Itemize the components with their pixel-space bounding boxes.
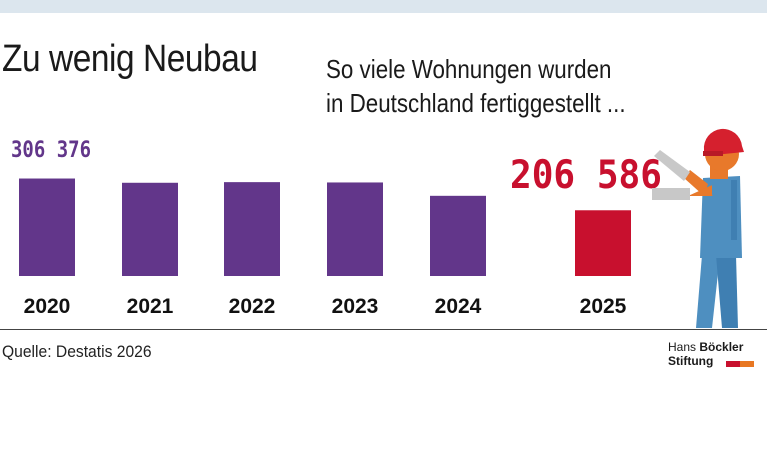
- labels-group: 2020 306 376 2021 2022 2023 2024 2025 206 586: [11, 138, 662, 318]
- data-label-2020: 306 376: [11, 138, 91, 163]
- source-note: Quelle: Destatis 2026: [2, 342, 152, 361]
- logo-bars: [726, 361, 754, 367]
- x-tick-label-2022: 2022: [229, 295, 276, 318]
- logo-bar-orange: [740, 361, 754, 367]
- logo-bar-red: [726, 361, 740, 367]
- top-band: [0, 0, 767, 13]
- logo-line-2: Stiftung: [668, 354, 714, 368]
- bar-chart: 2020 306 376 2021 2022 2023 2024 2025 206 586: [0, 128, 767, 330]
- x-tick-label-2023: 2023: [332, 295, 379, 318]
- subtitle-line-2: in Deutschland fertiggestellt ...: [326, 88, 626, 118]
- x-tick-label-2025: 2025: [580, 295, 627, 318]
- logo-line-1: Hans Böckler: [668, 340, 744, 354]
- bar-2023: [327, 182, 383, 276]
- chart-subtitle: So viele Wohnungen wurden in Deutschland…: [326, 52, 626, 120]
- bar-2025: [575, 210, 631, 276]
- bar-2022: [224, 182, 280, 276]
- chart-title: Zu wenig Neubau: [2, 38, 258, 80]
- subtitle-line-1: So viele Wohnungen wurden: [326, 54, 612, 84]
- bar-2021: [122, 182, 178, 276]
- x-tick-label-2021: 2021: [127, 295, 174, 318]
- x-tick-label-2020: 2020: [24, 295, 71, 318]
- hans-boeckler-logo: Hans Böckler Stiftung: [668, 340, 760, 372]
- data-label-2025: 206 586: [510, 153, 662, 198]
- bar-2020: [19, 178, 75, 276]
- bar-2024: [430, 195, 486, 276]
- x-tick-label-2024: 2024: [435, 295, 482, 318]
- bars-group: [19, 178, 631, 276]
- construction-worker-icon: [652, 128, 744, 328]
